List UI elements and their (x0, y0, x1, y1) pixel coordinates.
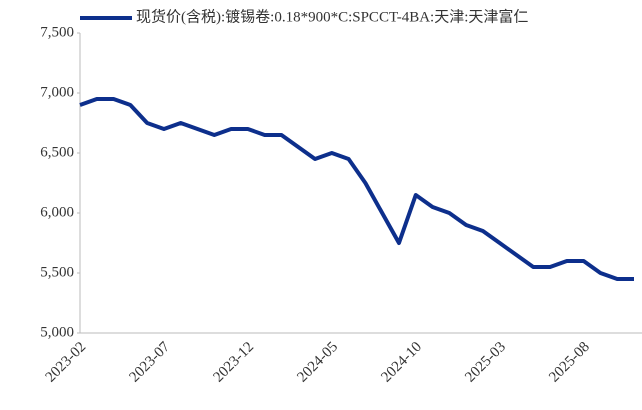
y-tick-label: 7,000 (40, 84, 74, 100)
y-tick-label: 5,500 (40, 264, 74, 280)
x-tick-label: 2025-03 (462, 339, 509, 386)
line (79, 97, 634, 281)
y-tick-label: 7,500 (40, 24, 74, 40)
y-tick-label: 6,000 (40, 204, 74, 220)
x-tick-label: 2025-08 (546, 339, 593, 386)
y-tick-label: 6,500 (40, 144, 74, 160)
x-tick-label: 2023-07 (127, 339, 174, 386)
x-tick-label: 2023-12 (210, 339, 257, 386)
legend-label: 现货价(含税):镀锡卷:0.18*900*C:SPCCT-4BA:天津:天津富仁 (136, 7, 528, 25)
x-tick-label: 2024-10 (378, 339, 425, 386)
x-tick-label: 2024-05 (294, 339, 341, 386)
x-tick-label: 2023-02 (43, 339, 90, 386)
y-tick-label: 5,000 (40, 324, 74, 340)
